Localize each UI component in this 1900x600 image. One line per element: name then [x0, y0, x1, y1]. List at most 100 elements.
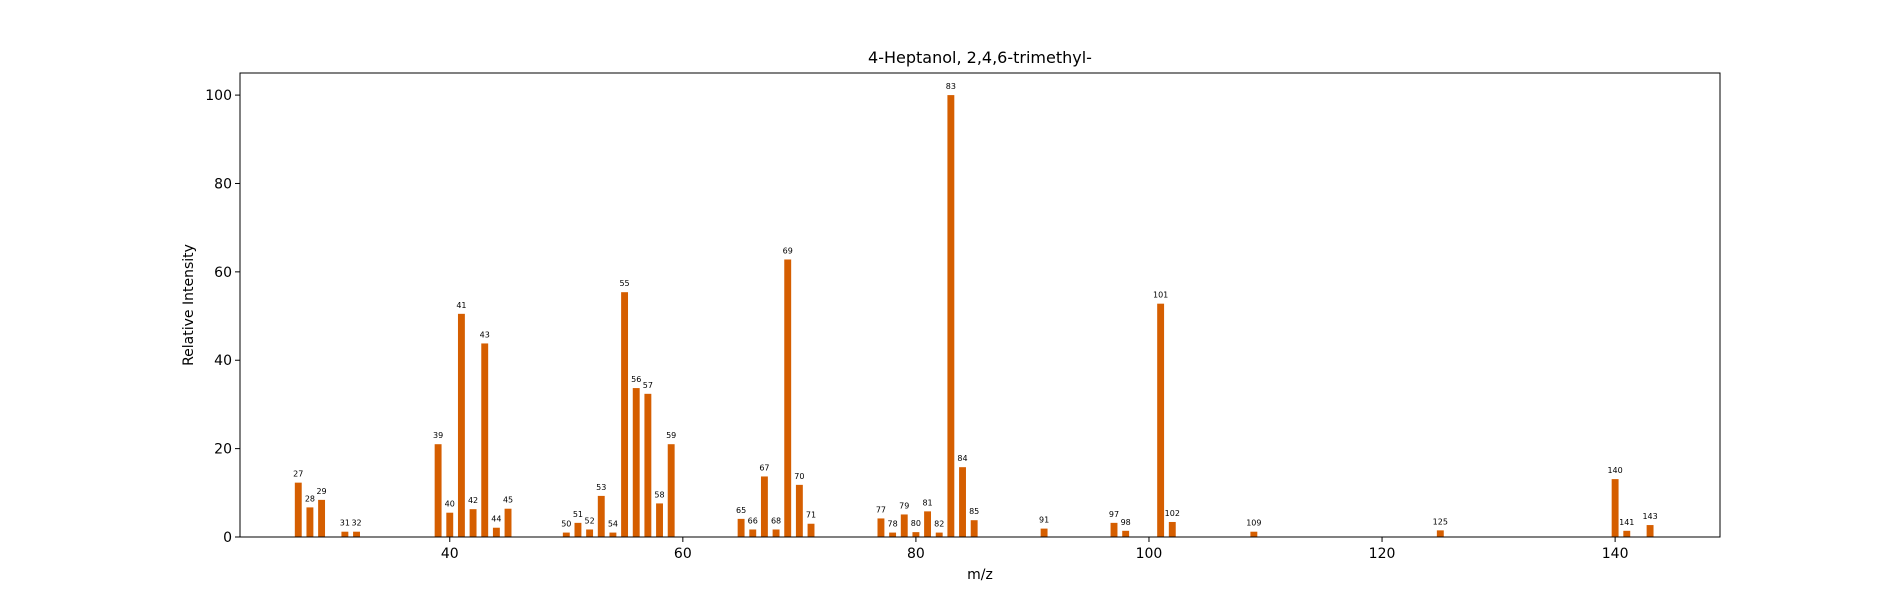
bar-label: 141	[1619, 518, 1634, 527]
x-tick-label: 140	[1602, 546, 1629, 562]
bar-label: 143	[1642, 512, 1657, 521]
bar-label: 41	[456, 301, 466, 310]
y-tick-label: 80	[214, 176, 232, 192]
bar-mz-71	[807, 523, 815, 537]
chart-title: 4-Heptanol, 2,4,6-trimethyl-	[868, 48, 1092, 67]
bar-label: 80	[911, 519, 921, 528]
bar-mz-102	[1168, 521, 1176, 537]
x-tick-label: 120	[1369, 546, 1396, 562]
bar-label: 83	[946, 82, 956, 91]
bar-mz-43	[481, 343, 489, 537]
y-tick-label: 100	[205, 88, 232, 104]
y-axis-ticks: 0 20 40 60 80 100	[205, 88, 240, 546]
bar-mz-28	[306, 507, 314, 537]
bar-label: 102	[1165, 509, 1180, 518]
bar-label: 109	[1246, 519, 1261, 528]
bar-label: 66	[748, 516, 758, 525]
bar-mz-109	[1250, 531, 1258, 537]
bar-mz-31	[341, 531, 349, 537]
bar-mz-98	[1122, 530, 1130, 537]
bar-mz-65	[737, 518, 745, 537]
y-tick-label: 60	[214, 265, 232, 281]
bar-mz-82	[935, 532, 943, 537]
y-axis-label: Relative Intensity	[181, 244, 197, 366]
bar-mz-32	[353, 531, 360, 537]
bar-label: 31	[340, 519, 350, 528]
bar-mz-69	[784, 259, 792, 537]
bar-mz-27	[294, 482, 302, 537]
bar-label: 82	[934, 520, 944, 529]
bar-label: 101	[1153, 291, 1168, 300]
bar-mz-80	[912, 532, 920, 537]
bar-mz-52	[586, 529, 594, 537]
bar-label: 59	[666, 431, 676, 440]
bar-label: 69	[783, 246, 793, 255]
bar-mz-51	[574, 522, 582, 537]
y-tick-label: 40	[214, 353, 232, 369]
bar-label: 98	[1121, 518, 1131, 527]
bar-mz-77	[877, 518, 885, 537]
bar-mz-91	[1040, 528, 1048, 537]
x-axis-label: m/z	[967, 567, 993, 583]
bar-mz-68	[772, 529, 780, 537]
bar-label: 70	[794, 472, 804, 481]
bar-label: 39	[433, 431, 443, 440]
bar-label: 56	[631, 375, 641, 384]
bar-mz-29	[318, 499, 326, 537]
x-tick-label: 80	[907, 546, 925, 562]
bar-mz-101	[1157, 303, 1165, 537]
bar-mz-40	[446, 512, 454, 537]
bar-mz-97	[1110, 522, 1118, 537]
bar-label: 67	[759, 463, 769, 472]
x-tick-label: 100	[1136, 546, 1163, 562]
bar-mz-84	[959, 467, 966, 537]
bar-label: 52	[585, 516, 595, 525]
bar-label: 58	[654, 490, 664, 499]
bar-label: 91	[1039, 516, 1049, 525]
bar-label: 68	[771, 516, 781, 525]
bar-label: 32	[351, 519, 361, 528]
bar-label: 65	[736, 506, 746, 515]
x-axis-ticks: 40 60 80 100 120 140	[441, 537, 1629, 562]
bar-mz-56	[632, 388, 640, 537]
bar-label: 28	[305, 494, 315, 503]
bar-mz-143	[1646, 525, 1654, 537]
bar-label: 40	[445, 500, 455, 509]
x-tick-label: 60	[674, 546, 692, 562]
bar-mz-85	[970, 520, 978, 537]
bar-label: 29	[316, 487, 326, 496]
bar-label: 78	[888, 520, 898, 529]
bar-label: 85	[969, 507, 979, 516]
bar-label: 45	[503, 496, 513, 505]
bar-label: 57	[643, 381, 653, 390]
bar-mz-55	[621, 292, 629, 537]
bar-mz-70	[795, 484, 803, 537]
bar-mz-50	[562, 532, 570, 537]
bar-label: 125	[1433, 517, 1448, 526]
bar-mz-141	[1623, 530, 1631, 537]
bar-label: 27	[293, 470, 303, 479]
bar-mz-125	[1436, 530, 1444, 537]
bar-mz-66	[749, 529, 757, 537]
bar-label: 50	[561, 520, 571, 529]
y-tick-label: 0	[223, 530, 232, 546]
bar-mz-45	[504, 508, 512, 537]
bar-mz-53	[597, 495, 605, 537]
bar-mz-57	[644, 393, 652, 537]
bar-mz-67	[760, 476, 768, 537]
bars-group	[294, 95, 1654, 537]
bar-mz-59	[667, 444, 675, 537]
bar-label: 44	[491, 515, 501, 524]
y-tick-label: 20	[214, 442, 232, 458]
bar-mz-39	[434, 444, 442, 537]
bar-label: 97	[1109, 510, 1119, 519]
x-tick-label: 40	[441, 546, 459, 562]
bar-label: 140	[1607, 466, 1622, 475]
bar-mz-44	[492, 527, 500, 537]
bar-label: 51	[573, 510, 583, 519]
bar-label: 55	[619, 279, 629, 288]
bar-mz-79	[900, 514, 908, 537]
bar-mz-54	[609, 532, 617, 537]
